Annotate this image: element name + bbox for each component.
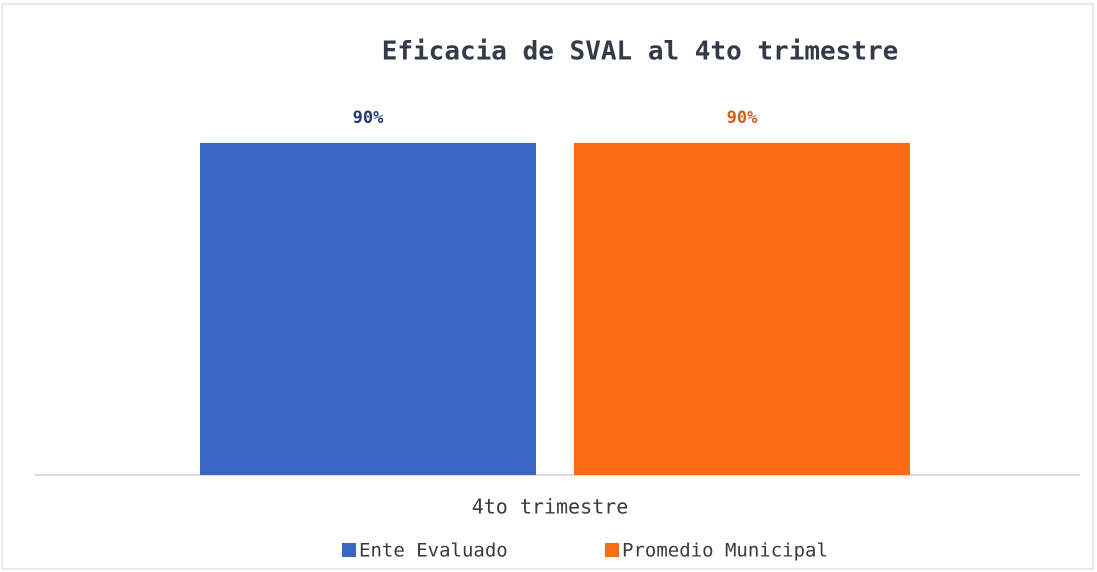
chart-title: Eficacia de SVAL al 4to trimestre: [382, 37, 899, 67]
x-tick-label: 4to trimestre: [472, 495, 629, 519]
legend-label: Promedio Municipal: [622, 540, 828, 562]
legend-swatch: [605, 543, 619, 557]
legend-swatch: [342, 543, 356, 557]
legend-label: Ente Evaluado: [359, 540, 508, 562]
chart-border: [1, 3, 1094, 570]
bar: [200, 142, 536, 475]
bar: [574, 142, 910, 475]
value-label: 90%: [727, 108, 758, 128]
value-label: 90%: [353, 108, 384, 128]
